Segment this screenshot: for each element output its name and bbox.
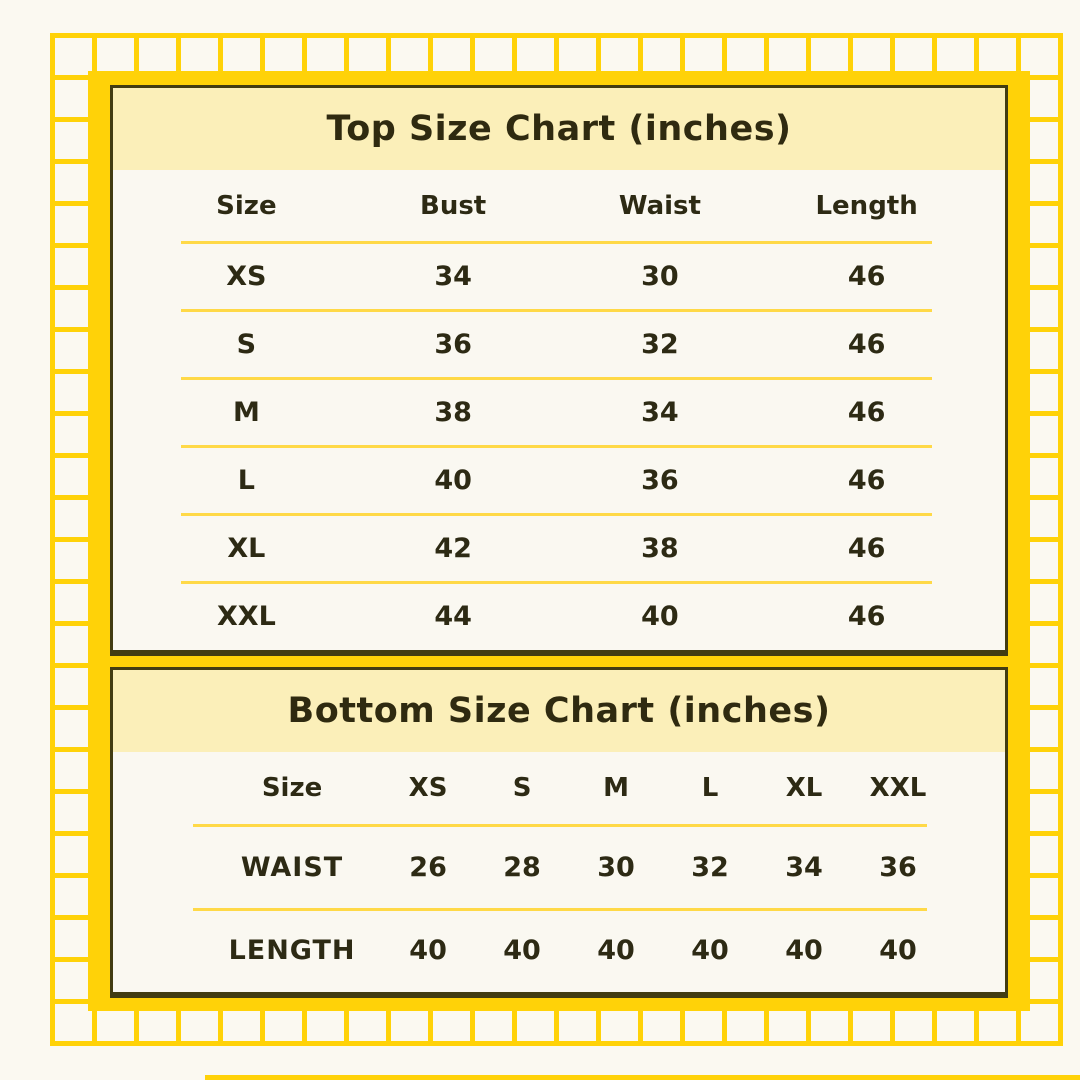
length-value: 46 xyxy=(847,601,886,632)
column-header-xs: XS xyxy=(408,773,448,803)
row-divider xyxy=(181,513,932,516)
length-value: 46 xyxy=(847,533,886,564)
column-header-xxl: XXL xyxy=(869,773,927,803)
length-xl-value: 40 xyxy=(785,934,823,966)
column-header-length: Length xyxy=(815,190,918,221)
table-row-l: L 40 36 46 xyxy=(113,448,1005,513)
length-value: 46 xyxy=(847,261,886,292)
top-chart-title: Top Size Chart (inches) xyxy=(326,109,792,149)
waist-value: 34 xyxy=(641,397,679,428)
table-row-m: M 38 34 46 xyxy=(113,380,1005,445)
length-l-value: 40 xyxy=(691,934,729,966)
column-header-m: M xyxy=(603,773,629,803)
bust-value: 36 xyxy=(434,329,472,360)
row-divider xyxy=(181,309,932,312)
column-header-waist: Waist xyxy=(618,190,701,221)
waist-value: 38 xyxy=(641,533,679,564)
bottom-chart-table: Size XS S M L XL XXL WAIST 26 28 30 32 3… xyxy=(113,752,1005,989)
table-row-xxl: XXL 44 40 46 xyxy=(113,584,1005,649)
table-row-xs: XS 34 30 46 xyxy=(113,244,1005,309)
bottom-size-chart-card: Bottom Size Chart (inches) Size XS S M L… xyxy=(110,667,1008,998)
row-divider xyxy=(181,241,932,244)
row-divider xyxy=(181,581,932,584)
cutoff-border-strip xyxy=(205,1075,1080,1080)
bust-value: 40 xyxy=(434,465,472,496)
row-divider xyxy=(193,908,927,911)
table-row-xl: XL 42 38 46 xyxy=(113,516,1005,581)
row-label-waist: WAIST xyxy=(240,852,344,883)
table-row-length: LENGTH 40 40 40 40 40 40 xyxy=(113,911,1005,989)
waist-l-value: 32 xyxy=(691,852,729,883)
bust-value: 34 xyxy=(434,261,472,292)
bust-value: 38 xyxy=(434,397,472,428)
length-xs-value: 40 xyxy=(409,934,447,966)
bottom-chart-column-headers: Size XS S M L XL XXL xyxy=(113,752,1005,824)
top-chart-table: Size Bust Waist Length XS 34 30 46 S 36 … xyxy=(113,170,1005,649)
waist-xs-value: 26 xyxy=(409,852,447,883)
size-value: L xyxy=(237,465,255,496)
row-divider xyxy=(193,824,927,827)
length-m-value: 40 xyxy=(597,934,635,966)
waist-s-value: 28 xyxy=(503,852,541,883)
bottom-chart-title: Bottom Size Chart (inches) xyxy=(287,691,831,731)
top-chart-header-band: Top Size Chart (inches) xyxy=(113,88,1005,170)
length-s-value: 40 xyxy=(503,934,541,966)
row-divider xyxy=(181,445,932,448)
bottom-chart-header-band: Bottom Size Chart (inches) xyxy=(113,670,1005,752)
waist-value: 32 xyxy=(641,329,679,360)
size-value: M xyxy=(232,397,260,428)
column-header-xl: XL xyxy=(785,773,823,803)
top-chart-column-headers: Size Bust Waist Length xyxy=(113,170,1005,241)
column-header-size: Size xyxy=(216,190,277,221)
length-xxl-value: 40 xyxy=(879,934,917,966)
size-value: XL xyxy=(227,533,266,564)
column-header-size: Size xyxy=(261,773,323,803)
top-size-chart-card: Top Size Chart (inches) Size Bust Waist … xyxy=(110,85,1008,656)
waist-m-value: 30 xyxy=(597,852,635,883)
waist-xxl-value: 36 xyxy=(879,852,917,883)
waist-value: 36 xyxy=(641,465,679,496)
bust-value: 44 xyxy=(434,601,472,632)
column-header-bust: Bust xyxy=(420,190,487,221)
waist-value: 40 xyxy=(641,601,679,632)
size-value: XS xyxy=(226,261,267,292)
row-label-length: LENGTH xyxy=(228,934,356,966)
waist-value: 30 xyxy=(641,261,679,292)
size-value: XXL xyxy=(216,601,276,632)
table-row-s: S 36 32 46 xyxy=(113,312,1005,377)
length-value: 46 xyxy=(847,465,886,496)
column-header-s: S xyxy=(512,773,532,803)
row-divider xyxy=(181,377,932,380)
size-value: S xyxy=(236,329,257,360)
length-value: 46 xyxy=(847,397,886,428)
column-header-l: L xyxy=(701,773,719,803)
waist-xl-value: 34 xyxy=(785,852,823,883)
length-value: 46 xyxy=(847,329,886,360)
table-row-waist: WAIST 26 28 30 32 34 36 xyxy=(113,827,1005,908)
bust-value: 42 xyxy=(434,533,472,564)
